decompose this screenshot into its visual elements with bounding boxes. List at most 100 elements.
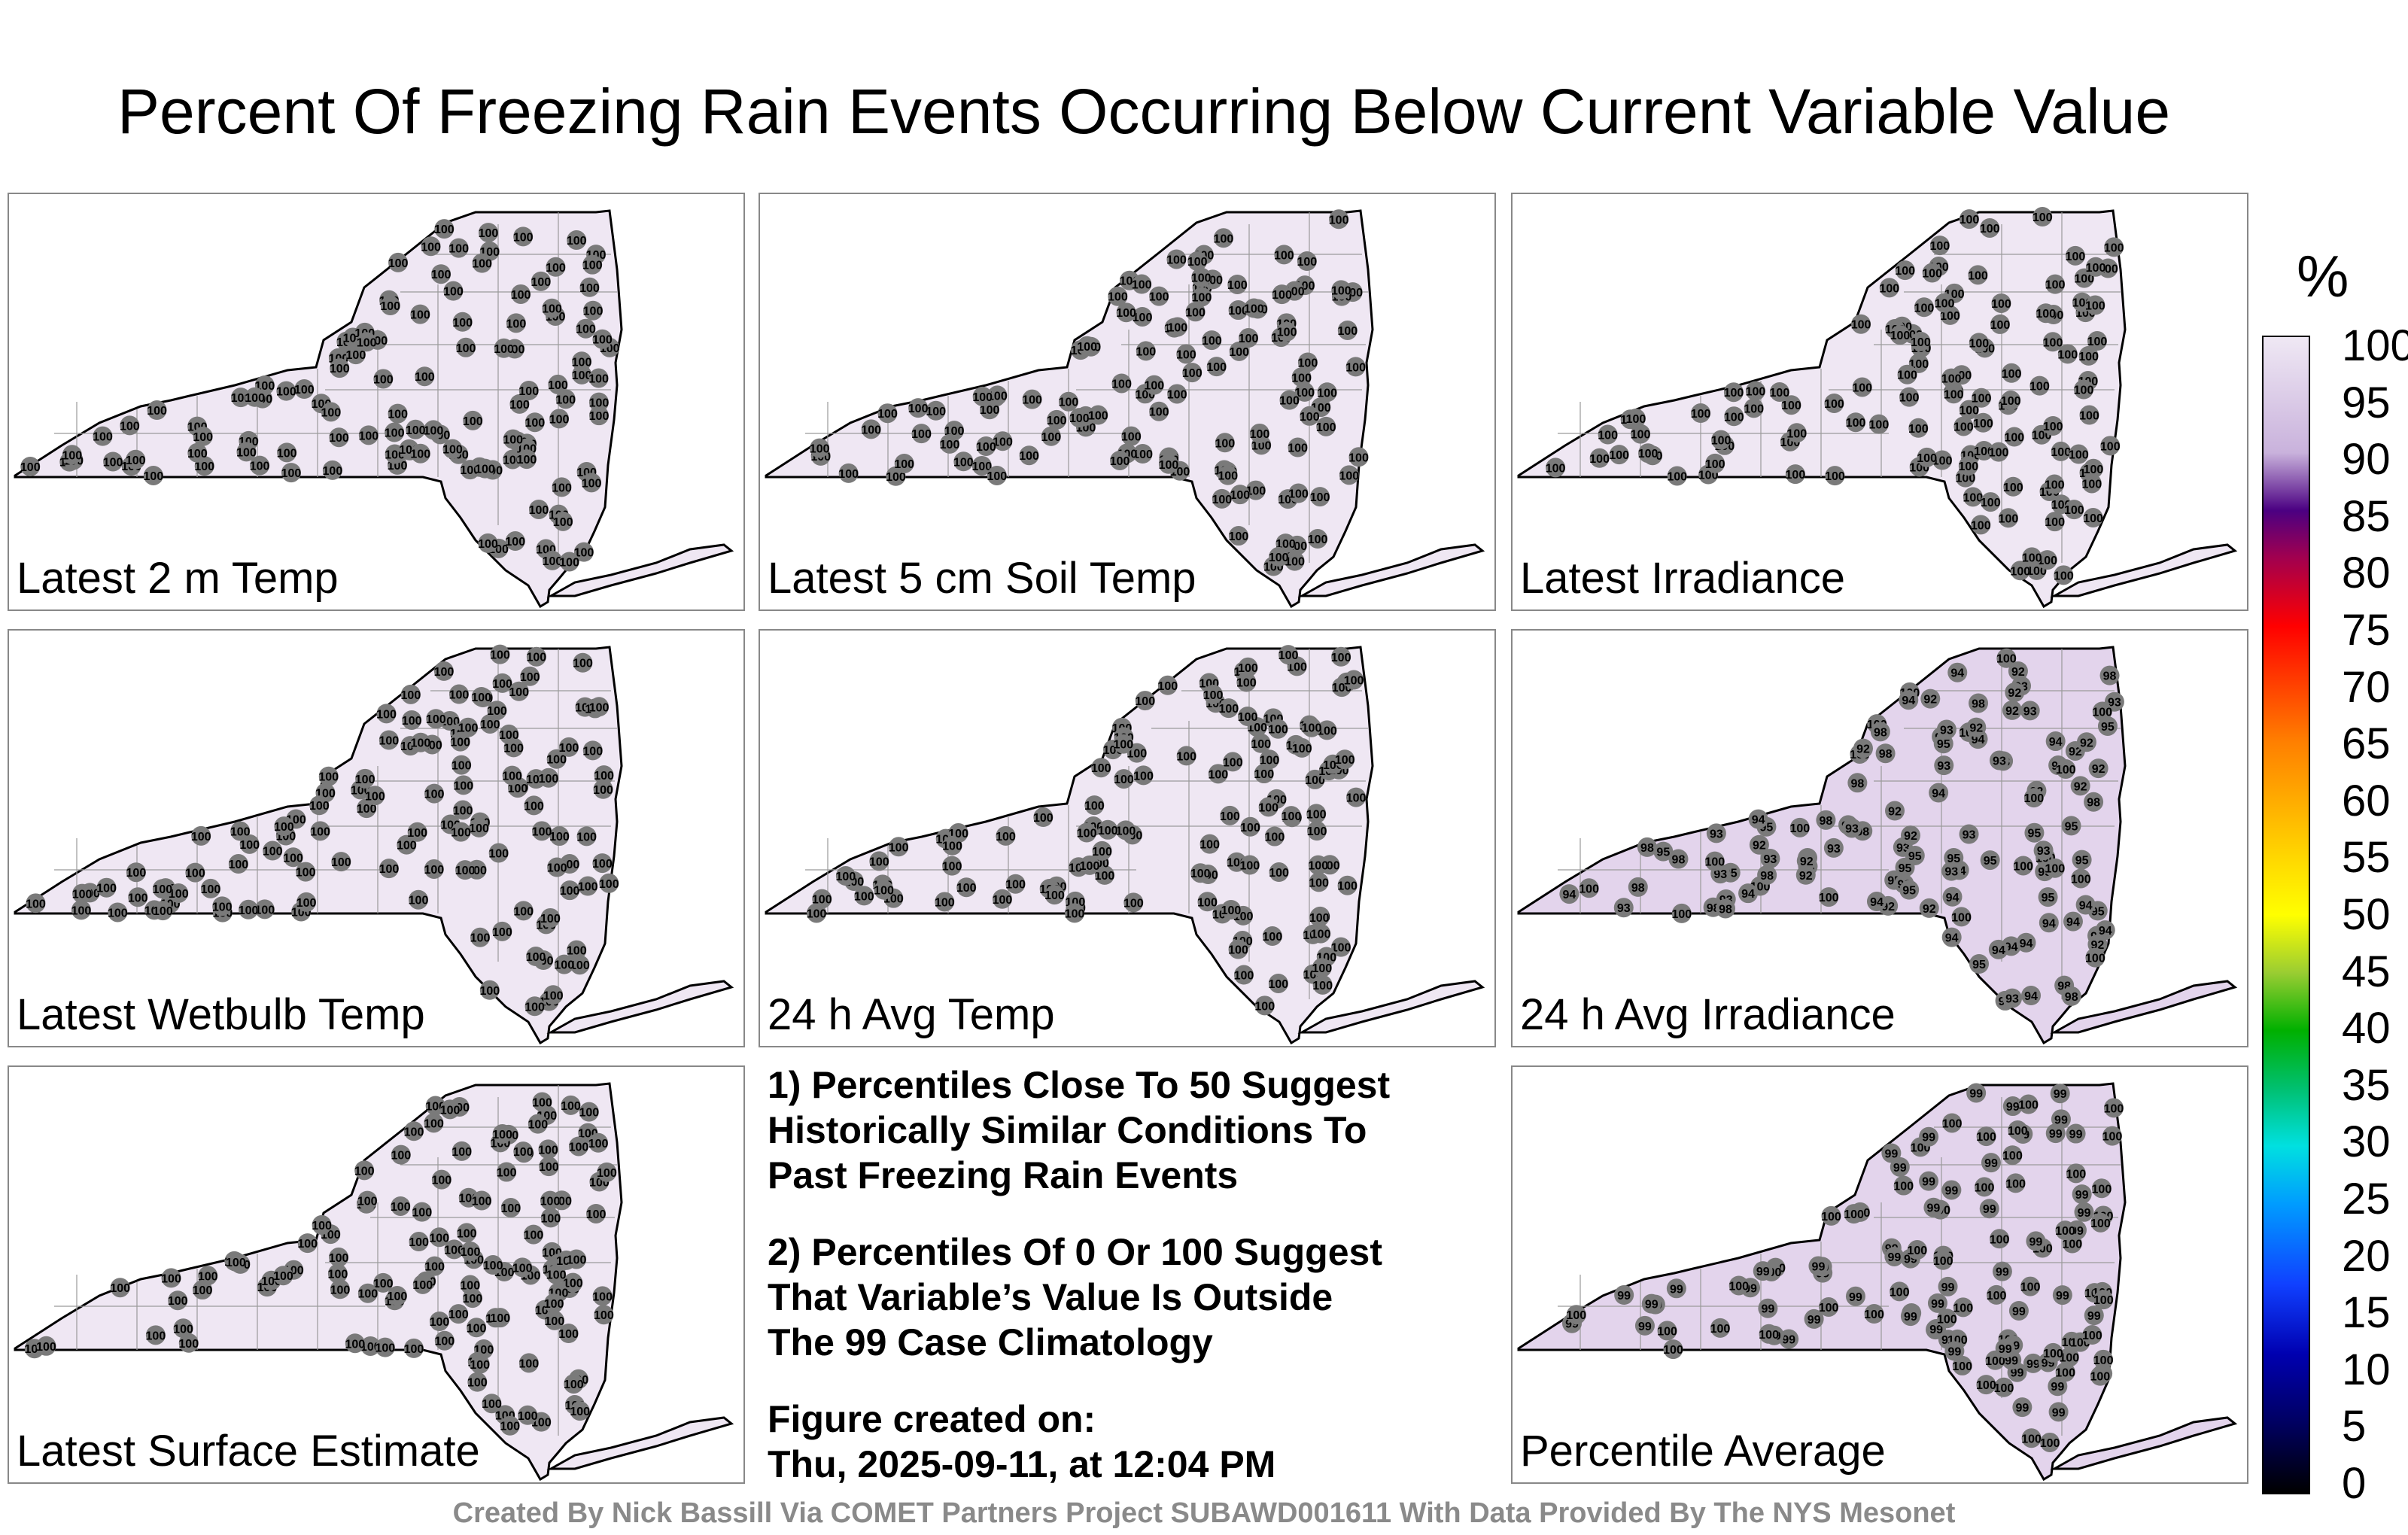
station-marker: 100 [1895,260,1915,281]
svg-text:100: 100 [470,1359,490,1372]
station-marker: 94 [2039,913,2059,933]
station-marker: 100 [2051,441,2071,461]
svg-text:100: 100 [108,907,128,919]
svg-text:100: 100 [1192,291,1212,304]
svg-text:100: 100 [2045,863,2066,876]
svg-text:100: 100 [513,231,534,244]
colorbar-tick-label: 35 [2342,1060,2391,1110]
station-marker: 100 [1999,508,2018,528]
svg-text:100: 100 [126,867,147,880]
svg-text:93: 93 [1963,829,1976,842]
svg-text:100: 100 [1337,880,1358,893]
long-island-outline [2050,1416,2238,1470]
station-marker: 100 [942,856,962,876]
svg-text:100: 100 [1864,1309,1884,1321]
colorbar-tick-label: 90 [2342,435,2391,485]
station-marker: 100 [1759,1324,1779,1344]
station-marker: 94 [1941,927,1962,947]
station-marker: 93 [1823,837,1844,858]
svg-text:100: 100 [153,883,173,896]
svg-text:100: 100 [2085,299,2105,312]
svg-text:100: 100 [448,1309,469,1321]
svg-text:100: 100 [807,907,827,920]
svg-text:100: 100 [318,771,339,784]
svg-text:100: 100 [1121,431,1142,444]
svg-text:100: 100 [330,363,350,375]
svg-text:98: 98 [1640,842,1654,855]
station-marker: 100 [2082,1325,2102,1345]
station-marker: 100 [250,455,270,476]
station-marker: 100 [312,1214,332,1235]
station-marker: 100 [1191,267,1212,287]
svg-text:99: 99 [1904,1311,1917,1324]
svg-text:100: 100 [463,1293,483,1306]
svg-text:93: 93 [1845,822,1859,835]
svg-text:100: 100 [467,1322,487,1335]
station-marker: 100 [579,1102,599,1122]
colorbar-tick-label: 70 [2342,662,2391,712]
station-marker: 100 [2005,1173,2026,1193]
station-marker: 100 [1879,278,1899,298]
svg-text:100: 100 [2005,1178,2026,1190]
svg-text:100: 100 [1116,825,1136,837]
station-marker: 100 [1203,684,1224,704]
svg-text:100: 100 [457,1227,477,1240]
svg-text:100: 100 [169,888,189,901]
station-marker: 100 [1088,405,1108,425]
station-marker: 100 [168,1290,188,1311]
station-marker: 100 [567,940,587,960]
svg-text:100: 100 [1263,931,1283,944]
station-marker: 100 [187,442,208,463]
svg-text:100: 100 [453,805,473,818]
svg-text:100: 100 [2054,570,2074,582]
svg-text:100: 100 [1317,725,1337,737]
svg-text:100: 100 [2066,1168,2086,1181]
station-marker: 100 [2021,1428,2042,1448]
station-marker: 100 [1963,487,1983,507]
station-marker: 100 [1238,657,1258,677]
station-marker: 100 [1236,672,1257,692]
station-marker: 100 [365,786,385,806]
colorbar-tick-label: 80 [2342,549,2391,598]
station-marker: 100 [147,400,167,420]
svg-text:98: 98 [1760,870,1774,883]
station-marker: 100 [597,1162,617,1182]
station-marker: 100 [942,835,962,856]
svg-text:99: 99 [2011,1367,2024,1380]
station-marker: 99 [1944,1341,1965,1361]
svg-text:100: 100 [230,826,251,839]
svg-text:100: 100 [1110,455,1130,468]
station-marker: 99 [2008,1300,2029,1321]
station-marker: 100 [460,460,480,480]
svg-text:100: 100 [589,410,610,423]
svg-text:100: 100 [72,889,93,901]
station-marker: 98 [1875,743,1896,764]
svg-text:100: 100 [1935,298,1955,311]
station-marker: 100 [126,862,147,883]
svg-text:100: 100 [1626,413,1646,426]
station-marker: 100 [1250,423,1269,443]
svg-text:100: 100 [524,417,545,430]
svg-text:100: 100 [1869,419,1890,432]
station-marker: 100 [448,1304,469,1324]
svg-text:100: 100 [2074,273,2094,286]
svg-text:100: 100 [245,392,265,405]
svg-text:100: 100 [1190,868,1211,880]
svg-text:100: 100 [524,1230,544,1242]
svg-text:100: 100 [1971,519,1991,532]
station-marker: 99 [1808,1256,1829,1276]
station-marker: 100 [153,879,173,899]
svg-text:100: 100 [546,1269,567,1282]
svg-text:100: 100 [1819,1302,1839,1315]
svg-text:99: 99 [2075,1189,2089,1202]
station-marker: 93 [1989,750,2009,771]
station-marker: 99 [1845,1286,1865,1306]
station-marker: 100 [331,852,351,872]
svg-text:100: 100 [1344,674,1364,687]
station-marker: 100 [861,419,881,439]
svg-text:100: 100 [1084,800,1105,813]
station-marker: 100 [1996,648,2017,668]
svg-text:100: 100 [810,443,830,456]
state-map: 9895949392100989594939210098959493921009… [1517,646,2238,1045]
station-marker: 100 [457,1223,477,1243]
